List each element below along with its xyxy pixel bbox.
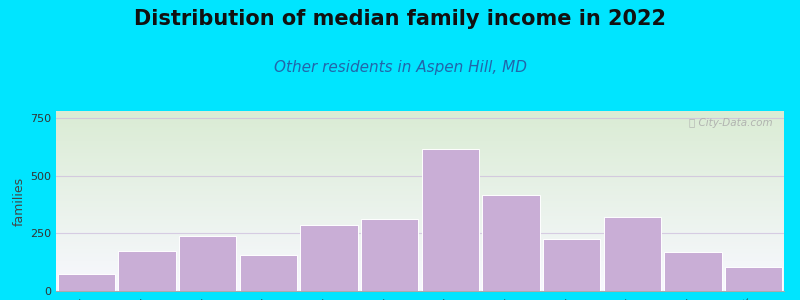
Bar bbox=[361, 220, 418, 291]
Bar bbox=[603, 217, 661, 291]
Y-axis label: families: families bbox=[13, 176, 26, 226]
Text: ⓘ City-Data.com: ⓘ City-Data.com bbox=[690, 118, 773, 128]
Bar bbox=[725, 267, 782, 291]
Bar bbox=[179, 236, 237, 291]
Text: Other residents in Aspen Hill, MD: Other residents in Aspen Hill, MD bbox=[274, 60, 526, 75]
Bar bbox=[300, 225, 358, 291]
Bar bbox=[118, 250, 176, 291]
Bar bbox=[664, 252, 722, 291]
Bar bbox=[58, 274, 115, 291]
Text: Distribution of median family income in 2022: Distribution of median family income in … bbox=[134, 9, 666, 29]
Bar bbox=[543, 239, 601, 291]
Bar bbox=[239, 255, 297, 291]
Bar bbox=[482, 195, 540, 291]
Bar bbox=[422, 149, 479, 291]
